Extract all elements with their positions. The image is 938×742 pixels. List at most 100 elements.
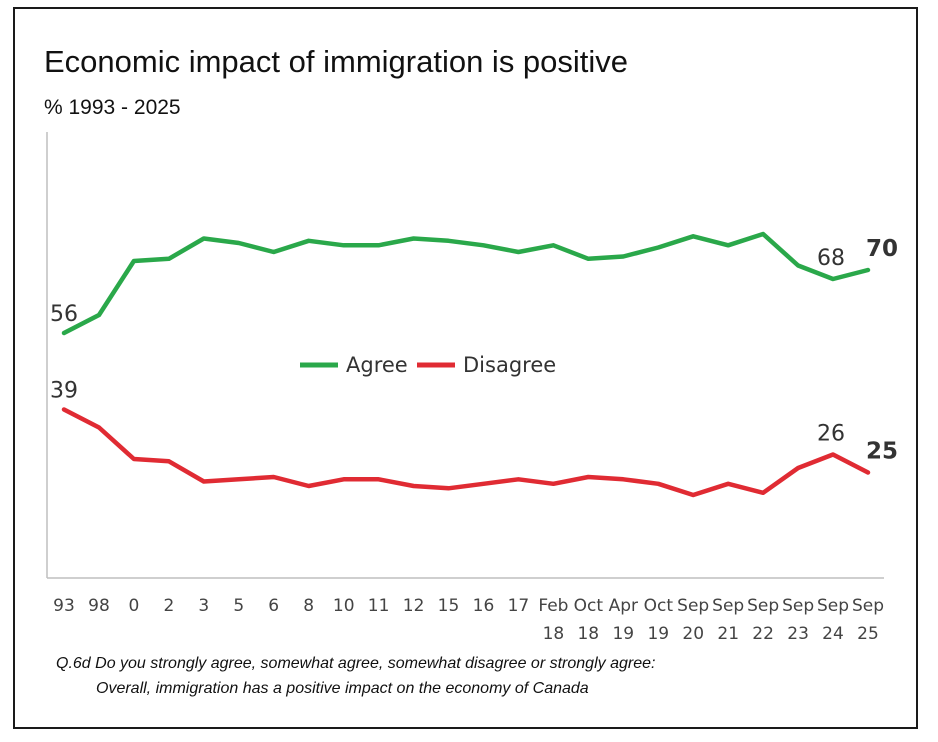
series-lines — [61, 231, 871, 498]
data-point-agree — [796, 264, 800, 267]
data-point-disagree — [342, 477, 346, 481]
data-point-disagree — [796, 466, 800, 470]
data-point-agree — [167, 257, 171, 261]
data-point-agree — [761, 232, 765, 236]
x-tick-label-line2: 19 — [647, 624, 669, 644]
x-tick-labels: 93 98 0 2 3 5 6 8 10 11 12 15 16 17 Feb18Oct18Apr19Oct… — [53, 596, 884, 644]
x-tick-label-line2: 18 — [543, 624, 565, 644]
x-tick-label: Oct — [574, 596, 604, 616]
legend-label-agree: Agree — [346, 353, 408, 377]
x-tick-label: 15 — [438, 596, 460, 616]
x-tick-label-line2: 22 — [752, 624, 774, 644]
data-point-disagree — [237, 477, 241, 481]
x-tick-label: 6 — [268, 596, 279, 616]
data-point-agree — [62, 331, 66, 335]
x-tick-label: Sep — [712, 596, 744, 616]
x-tick-label-line2: 20 — [682, 624, 704, 644]
data-point-agree — [516, 250, 520, 254]
data-label-disagree: 39 — [50, 379, 78, 404]
x-tick-label: Sep — [852, 596, 884, 616]
data-point-agree — [691, 234, 695, 238]
data-point-disagree — [586, 475, 590, 479]
data-point-agree — [202, 237, 206, 240]
footnote-question: Q.6d Do you strongly agree, somewhat agr… — [56, 655, 656, 672]
data-point-agree — [377, 243, 381, 247]
data-point-disagree — [482, 482, 485, 486]
data-point-disagree — [167, 459, 171, 463]
data-point-disagree — [202, 480, 206, 483]
data-point-disagree — [551, 482, 555, 486]
data-point-agree — [237, 241, 241, 245]
data-point-disagree — [412, 484, 416, 488]
x-tick-label: 11 — [368, 596, 390, 616]
data-point-agree — [586, 257, 590, 261]
x-tick-label: Sep — [677, 596, 709, 616]
data-point-agree — [656, 246, 660, 249]
data-point-disagree — [866, 471, 870, 474]
data-point-disagree — [132, 457, 136, 461]
data-point-agree — [621, 255, 625, 258]
data-point-disagree — [621, 477, 625, 481]
data-point-disagree — [831, 453, 835, 456]
x-tick-label-line2: 24 — [822, 624, 844, 644]
x-tick-label-line2: 25 — [857, 624, 879, 644]
data-point-agree — [272, 250, 276, 254]
chart-frame — [13, 7, 918, 729]
footnote-statement: Overall, immigration has a positive impa… — [96, 680, 589, 697]
x-tick-label: 93 — [53, 596, 75, 616]
x-tick-label: 98 — [88, 596, 110, 616]
data-point-disagree — [761, 491, 765, 495]
data-point-agree — [551, 243, 555, 247]
x-tick-label: 10 — [333, 596, 355, 616]
x-tick-label: 8 — [303, 596, 314, 616]
data-point-disagree — [307, 484, 311, 488]
x-tick-label: 17 — [508, 596, 530, 616]
data-label-agree: 56 — [50, 302, 78, 327]
legend: Agree Disagree — [300, 353, 556, 377]
x-tick-label-line2: 21 — [717, 624, 739, 644]
x-tick-label: Sep — [747, 596, 779, 616]
x-tick-label: 16 — [473, 596, 495, 616]
data-label-disagree: 26 — [817, 422, 845, 447]
data-label-disagree: 25 — [866, 439, 898, 465]
x-tick-label: 2 — [163, 596, 174, 616]
x-tick-label: 12 — [403, 596, 425, 616]
data-label-agree: 70 — [866, 236, 898, 262]
chart-title: Economic impact of immigration is positi… — [44, 44, 629, 79]
x-tick-label: Oct — [644, 596, 674, 616]
x-tick-label: 3 — [198, 596, 209, 616]
x-tick-label-line2: 23 — [787, 624, 809, 644]
data-point-agree — [482, 243, 485, 247]
chart-subtitle: % 1993 - 2025 — [44, 96, 181, 119]
x-tick-label: 0 — [128, 596, 139, 616]
data-point-agree — [307, 239, 311, 243]
axes — [46, 132, 884, 579]
x-tick-label: 5 — [233, 596, 244, 616]
data-labels: 56 68 70 39 26 25 — [50, 236, 898, 465]
x-tick-label: Apr — [609, 596, 638, 616]
data-point-disagree — [726, 482, 730, 486]
legend-label-disagree: Disagree — [463, 353, 556, 377]
data-point-disagree — [377, 477, 381, 481]
data-point-agree — [726, 243, 730, 247]
data-point-agree — [447, 239, 450, 243]
data-point-agree — [866, 268, 870, 272]
x-tick-label-line2: 18 — [577, 624, 599, 644]
data-point-agree — [342, 243, 346, 247]
x-tick-label: Sep — [817, 596, 849, 616]
data-point-disagree — [62, 408, 66, 411]
x-tick-label: Feb — [538, 596, 568, 616]
data-point-agree — [97, 313, 101, 317]
data-point-disagree — [272, 475, 276, 479]
data-label-agree: 68 — [817, 246, 845, 271]
data-point-disagree — [447, 486, 450, 490]
data-point-disagree — [516, 477, 520, 481]
data-point-agree — [412, 237, 416, 240]
data-point-agree — [132, 259, 136, 263]
series-line-disagree — [61, 407, 871, 498]
data-point-disagree — [656, 482, 660, 486]
x-tick-label: Sep — [782, 596, 814, 616]
data-point-disagree — [97, 426, 101, 429]
x-tick-label-line2: 19 — [612, 624, 634, 644]
